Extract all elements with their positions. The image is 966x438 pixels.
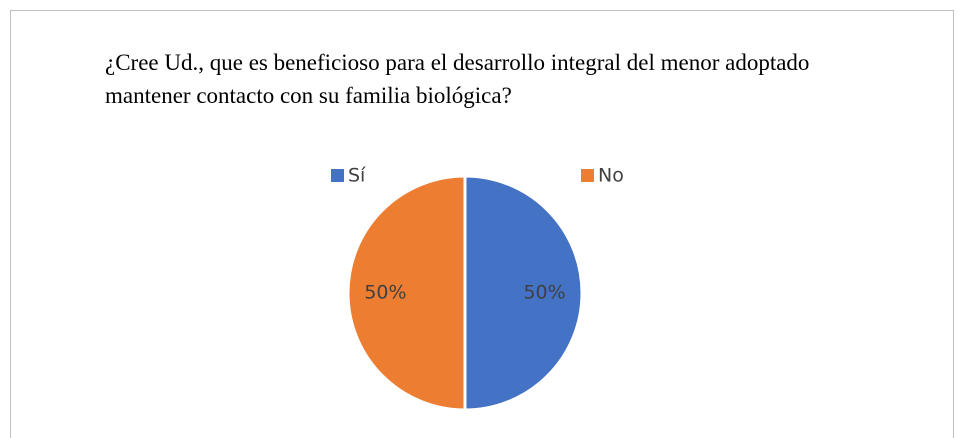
chart-frame xyxy=(10,10,954,438)
legend-label: No xyxy=(598,165,624,187)
chart-title: ¿Cree Ud., que es beneficioso para el de… xyxy=(105,50,810,108)
pie-slice xyxy=(463,174,584,412)
data-label: 50% xyxy=(523,282,565,304)
legend-swatch xyxy=(331,169,344,182)
data-label: 50% xyxy=(364,282,406,304)
pie-slice xyxy=(346,174,467,412)
legend-label: Sí xyxy=(348,165,366,187)
legend-swatch xyxy=(581,169,594,182)
